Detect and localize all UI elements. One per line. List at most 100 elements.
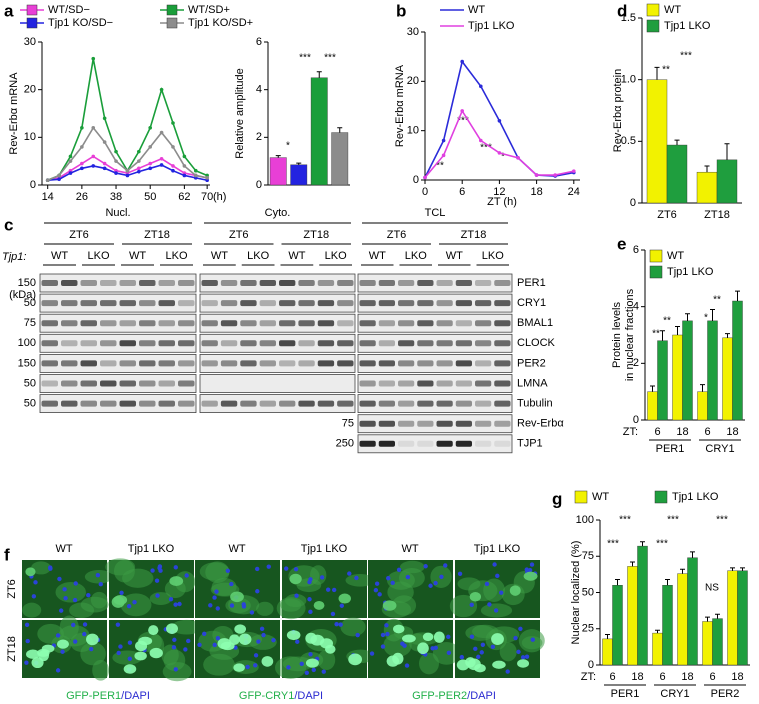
blot-band bbox=[475, 340, 492, 347]
nucleus-dapi bbox=[33, 580, 38, 585]
blot-band bbox=[80, 380, 97, 387]
blot-band bbox=[220, 320, 238, 327]
y-tick-label: 20 bbox=[407, 75, 419, 87]
nucleus-gfp bbox=[469, 591, 482, 602]
data-point bbox=[125, 168, 130, 173]
data-point bbox=[68, 154, 73, 159]
nucleus-gfp bbox=[148, 625, 159, 636]
nucleus-dapi bbox=[469, 634, 475, 639]
nucleus-dapi bbox=[373, 588, 379, 593]
nucleus-dapi bbox=[524, 654, 530, 659]
blot-band bbox=[337, 280, 354, 286]
lane-label: WT bbox=[211, 250, 228, 262]
marker-label: 50 bbox=[24, 297, 36, 309]
blot-band bbox=[475, 440, 492, 447]
nucleus-dapi bbox=[308, 577, 313, 582]
x-tick-label: 6 bbox=[654, 426, 660, 438]
blot-strip bbox=[39, 273, 197, 293]
data-point bbox=[80, 126, 84, 130]
blot-band bbox=[298, 320, 315, 327]
panel-letter: e bbox=[617, 234, 626, 253]
y-axis-label: Rev-Erbα mRNA bbox=[8, 72, 20, 155]
nucleus-gfp bbox=[31, 657, 44, 669]
blot-band bbox=[139, 280, 156, 286]
blot-band bbox=[398, 400, 415, 407]
x-tick-label: 24 bbox=[568, 186, 580, 198]
nucleus-dapi bbox=[527, 567, 533, 573]
nucleus-dapi bbox=[173, 565, 178, 570]
x-tick-label: 18 bbox=[731, 671, 743, 683]
lane-label: LKO bbox=[325, 250, 347, 262]
marker-label: 150 bbox=[18, 277, 36, 289]
x-tick-label: 38 bbox=[110, 191, 122, 203]
data-point bbox=[91, 56, 96, 61]
nucleus-gfp bbox=[523, 571, 538, 581]
group-label: PER2 bbox=[711, 688, 740, 700]
blot-band bbox=[178, 360, 195, 367]
counterstain: /DAPI bbox=[294, 690, 323, 702]
blot-band bbox=[201, 340, 218, 347]
group-label: PER1 bbox=[656, 443, 685, 455]
annotation: *** bbox=[480, 143, 492, 154]
nucleus-dapi bbox=[212, 642, 217, 648]
nucleus-dapi bbox=[479, 650, 484, 655]
nucleus-dapi bbox=[469, 602, 474, 607]
blot-band bbox=[455, 340, 472, 347]
x-tick-label: 6 bbox=[709, 671, 715, 683]
data-point bbox=[460, 109, 465, 113]
blot-band bbox=[279, 340, 296, 347]
nucleus-dapi bbox=[168, 597, 174, 602]
nucleus-dapi bbox=[487, 602, 492, 607]
nucleus-dapi bbox=[311, 667, 316, 673]
bar bbox=[290, 164, 308, 186]
blot-band bbox=[100, 380, 117, 387]
blot-band bbox=[337, 360, 354, 367]
data-point bbox=[497, 119, 502, 123]
y-tick-label: 10 bbox=[407, 125, 419, 137]
blot-band bbox=[158, 400, 175, 407]
nucleus-dapi bbox=[380, 632, 386, 638]
counterstain: /DAPI bbox=[467, 690, 496, 702]
nucleus-dapi bbox=[55, 633, 61, 638]
blot-strip bbox=[357, 353, 513, 373]
nucleus-dapi bbox=[473, 646, 478, 652]
x-tick-label: 18 bbox=[681, 671, 693, 683]
blot-band bbox=[417, 400, 434, 407]
lane-label: LKO bbox=[405, 250, 427, 262]
blot-band bbox=[317, 340, 335, 347]
blot-band bbox=[158, 340, 175, 347]
marker-label: 100 bbox=[18, 337, 36, 349]
nucleus-dapi bbox=[439, 574, 444, 579]
marker-label: 75 bbox=[342, 418, 354, 430]
blot-band bbox=[240, 400, 257, 407]
blot-strip bbox=[39, 313, 197, 333]
nucleus-dapi bbox=[386, 575, 391, 581]
blot-strip bbox=[357, 333, 513, 353]
x-tick-label: 18 bbox=[530, 186, 542, 198]
nucleus-dapi bbox=[173, 667, 178, 672]
protein-label: CLOCK bbox=[517, 337, 556, 349]
nucleus-dapi bbox=[31, 594, 37, 599]
blot-band bbox=[494, 300, 511, 307]
y-tick-label: 2 bbox=[256, 131, 262, 143]
legend-label: Tjp1 LKO bbox=[672, 491, 719, 503]
x-tick-label: 50 bbox=[144, 191, 156, 203]
blot-band bbox=[80, 280, 97, 286]
blot-band bbox=[378, 340, 395, 347]
blot-band bbox=[436, 400, 453, 407]
error-bar bbox=[730, 567, 735, 571]
error-bar bbox=[674, 139, 680, 146]
annotation: *** bbox=[607, 539, 619, 550]
legend-label: WT bbox=[664, 4, 681, 16]
data-point bbox=[137, 149, 141, 154]
y-axis-label: Nuclear localized (%) bbox=[570, 541, 582, 645]
protein-label: TJP1 bbox=[517, 438, 543, 450]
blot-band bbox=[378, 420, 395, 427]
nucleus-dapi bbox=[299, 661, 304, 667]
y-tick-label: 4 bbox=[256, 84, 262, 96]
nucleus-dapi bbox=[295, 639, 300, 644]
marker-label: 250 bbox=[336, 438, 354, 450]
nucleus-gfp bbox=[26, 649, 40, 659]
nucleus-dapi bbox=[253, 663, 258, 668]
nucleus-dapi bbox=[184, 573, 189, 578]
